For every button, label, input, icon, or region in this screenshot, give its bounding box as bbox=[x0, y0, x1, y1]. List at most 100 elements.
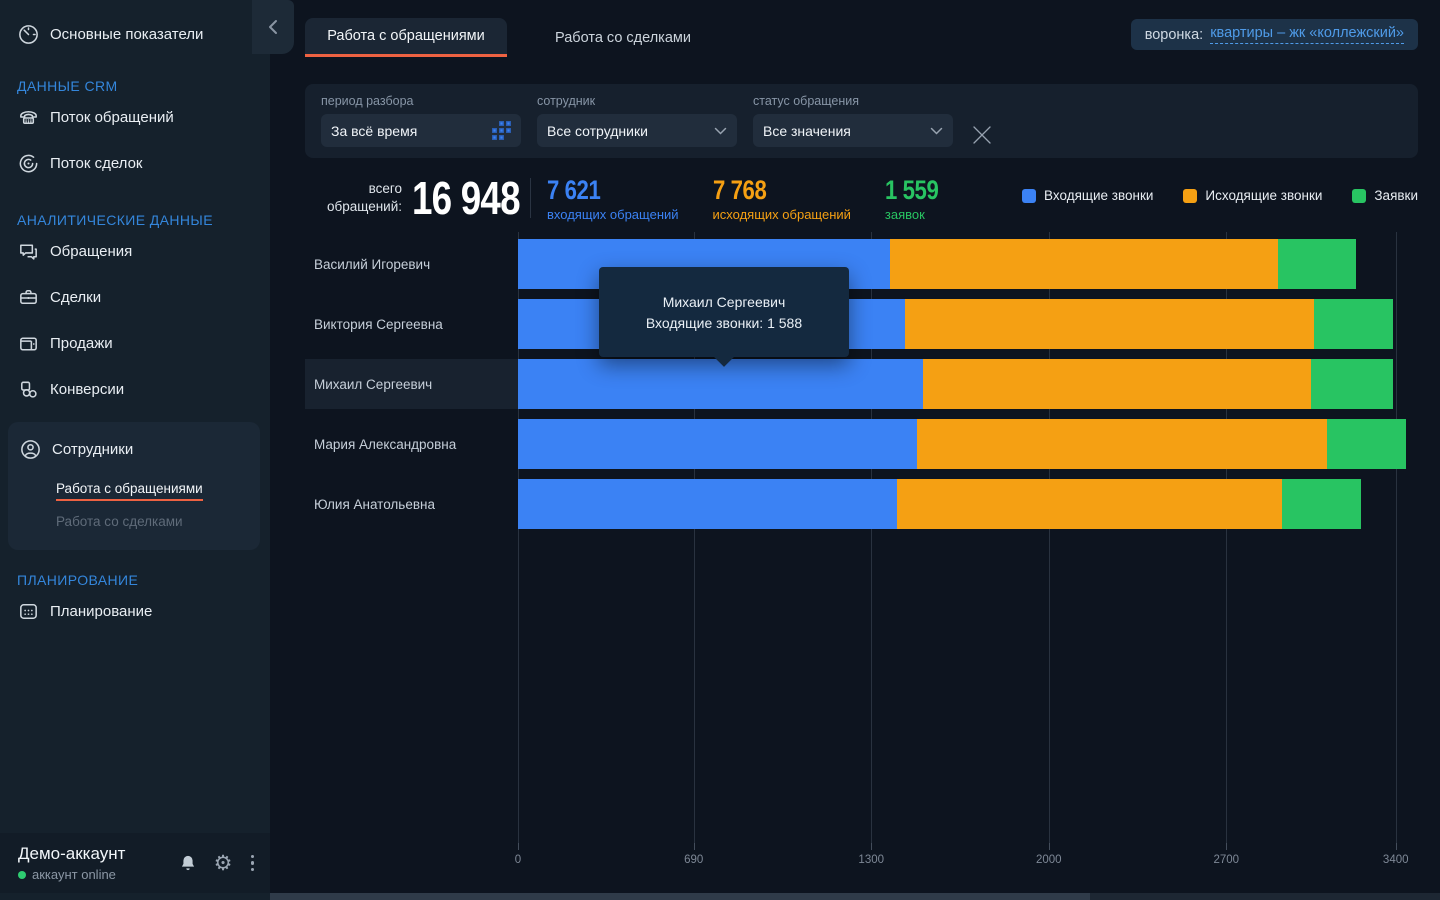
axis-tick-label: 3400 bbox=[1382, 854, 1409, 866]
target-icon bbox=[16, 151, 40, 175]
main-content: Работа с обращениями Работа со сделками … bbox=[252, 0, 1440, 900]
status-filter-select[interactable]: Все значения bbox=[753, 114, 953, 147]
bar-segment[interactable] bbox=[1311, 359, 1393, 409]
stat-outbound-value: 7 768 bbox=[712, 174, 767, 205]
scrollbar-thumb[interactable] bbox=[270, 893, 1090, 900]
clear-filters-icon[interactable] bbox=[969, 122, 995, 148]
sidebar-item-employees[interactable]: Сотрудники bbox=[8, 426, 260, 472]
sidebar-item-deals[interactable]: Сделки bbox=[0, 274, 270, 320]
bar-segment[interactable] bbox=[1277, 239, 1357, 289]
calendar-icon bbox=[16, 599, 40, 623]
stat-requests-label: заявок bbox=[884, 206, 925, 222]
sidebar-item-label: Поток обращений bbox=[50, 108, 174, 126]
stat-requests-value: 1 559 bbox=[884, 174, 939, 205]
legend-swatch-outbound bbox=[1183, 188, 1198, 203]
stat-inbound: 7 621 входящих обращений bbox=[547, 175, 679, 222]
bar-segment[interactable] bbox=[922, 359, 1312, 409]
sidebar-item-label: Сделки bbox=[50, 288, 102, 306]
kebab-menu-icon[interactable] bbox=[249, 853, 257, 874]
bar-segment[interactable] bbox=[897, 479, 1282, 529]
legend-item-outbound: Исходящие звонки bbox=[1183, 188, 1322, 203]
chart-row-label: Виктория Сергеевна bbox=[314, 316, 443, 332]
sidebar-item-label: Планирование bbox=[50, 602, 153, 620]
chart-row: Василий Игоревич bbox=[305, 234, 1410, 294]
chevron-down-icon bbox=[714, 127, 727, 135]
axis-tick bbox=[1048, 843, 1050, 850]
chart-row: Мария Александровна bbox=[305, 414, 1410, 474]
bar-segment[interactable] bbox=[1281, 479, 1362, 529]
funnel-label: воронка: bbox=[1144, 26, 1204, 43]
axis-tick bbox=[518, 843, 519, 850]
gear-icon[interactable]: ⚙ bbox=[213, 851, 233, 875]
account-name: Демо-аккаунт bbox=[18, 844, 126, 863]
period-filter-input[interactable]: За всё время bbox=[321, 114, 521, 147]
gridline bbox=[1395, 232, 1397, 850]
sidebar-item-requests[interactable]: Обращения bbox=[0, 228, 270, 274]
bar-segment[interactable] bbox=[890, 239, 1278, 289]
axis-tick-label: 0 bbox=[514, 854, 522, 866]
bar-segment[interactable] bbox=[518, 479, 898, 529]
sidebar-section-header-crm: ДАННЫЕ CRM bbox=[17, 78, 118, 94]
chart-row: Виктория Сергеевна bbox=[305, 294, 1410, 354]
stat-requests: 1 559 заявок bbox=[885, 175, 950, 222]
chart-row-track bbox=[518, 239, 1410, 289]
total-requests-label: всего обращений: bbox=[326, 180, 402, 214]
gridline bbox=[518, 232, 519, 850]
chart-rows: Василий Игоревич Виктория Сергеевна Михаил… bbox=[305, 234, 1410, 534]
sidebar-collapse-button[interactable] bbox=[252, 0, 294, 54]
bell-icon[interactable] bbox=[178, 853, 198, 873]
funnel-selector[interactable]: воронка: квартиры – жк «коллежский» bbox=[1130, 19, 1418, 50]
bar-segment[interactable] bbox=[916, 419, 1328, 469]
sidebar-item-label: Конверсии bbox=[50, 380, 125, 398]
total-requests-value: 16 948 bbox=[412, 172, 521, 224]
chevron-down-icon bbox=[930, 127, 943, 135]
bar-segment[interactable] bbox=[905, 299, 1315, 349]
sidebar-group-employees: Сотрудники Работа с обращениями Работа с… bbox=[8, 422, 260, 550]
sidebar-item-conversions[interactable]: Конверсии bbox=[0, 366, 270, 412]
legend-item-requests: Заявки bbox=[1352, 188, 1418, 203]
chart-row-label: Михаил Сергеевич bbox=[305, 359, 518, 409]
sidebar-subitem-work-with-requests[interactable]: Работа с обращениями bbox=[8, 472, 260, 505]
sidebar-item-request-flow[interactable]: Поток обращений bbox=[0, 94, 270, 140]
legend-swatch-requests bbox=[1352, 188, 1367, 203]
sidebar-item-label: Продажи bbox=[50, 334, 113, 352]
horizontal-scrollbar[interactable] bbox=[270, 893, 1440, 900]
chart-row: Михаил Сергеевич bbox=[305, 354, 1410, 414]
bar-segment[interactable] bbox=[1314, 299, 1394, 349]
bar-segment[interactable] bbox=[518, 359, 923, 409]
gauge-icon bbox=[16, 22, 40, 46]
gridline bbox=[693, 232, 695, 850]
chart-row-track bbox=[518, 479, 1410, 529]
sidebar-item-deal-flow[interactable]: Поток сделок bbox=[0, 140, 270, 186]
funnel-value-link[interactable]: квартиры – жк «коллежский» bbox=[1210, 25, 1404, 44]
chat-icon bbox=[16, 239, 40, 263]
tab-work-with-requests[interactable]: Работа с обращениями bbox=[305, 18, 507, 57]
phone-icon bbox=[16, 105, 40, 129]
filter-panel: период разбора За всё время сотрудник Вс… bbox=[305, 84, 1418, 158]
tab-work-with-deals[interactable]: Работа со сделками bbox=[555, 29, 691, 46]
sidebar-item-main-metrics[interactable]: Основные показатели bbox=[0, 0, 270, 52]
employees-bar-chart: 0 690 1300 2000 2700 3400 Василий Игоревич Вик… bbox=[305, 232, 1410, 877]
chart-row: Юлия Анатольевна bbox=[305, 474, 1410, 534]
axis-tick bbox=[871, 843, 873, 850]
sidebar: Основные показатели ДАННЫЕ CRM Поток обр… bbox=[0, 0, 270, 900]
bar-segment[interactable] bbox=[518, 419, 917, 469]
axis-tick-label: 2000 bbox=[1035, 854, 1062, 866]
sidebar-item-sales[interactable]: Продажи bbox=[0, 320, 270, 366]
employee-filter-select[interactable]: Все сотрудники bbox=[537, 114, 737, 147]
legend-item-inbound: Входящие звонки bbox=[1022, 188, 1153, 203]
sidebar-item-planning[interactable]: Планирование bbox=[0, 588, 270, 634]
stats-divider bbox=[530, 178, 531, 218]
chart-row-label: Василий Игоревич bbox=[314, 256, 431, 272]
axis-tick bbox=[1226, 843, 1228, 850]
axis-tick bbox=[693, 843, 695, 850]
chart-row-label: Мария Александровна bbox=[314, 436, 457, 452]
status-filter-label: статус обращения bbox=[753, 94, 859, 108]
chart-tooltip: Михаил Сергеевич Входящие звонки: 1 588 bbox=[599, 267, 849, 357]
axis-tick bbox=[1395, 843, 1397, 850]
stat-outbound: 7 768 исходящих обращений bbox=[713, 175, 851, 222]
sidebar-subitem-work-with-deals[interactable]: Работа со сделками bbox=[56, 514, 183, 529]
stat-inbound-label: входящих обращений bbox=[547, 206, 679, 222]
tooltip-value: Входящие звонки: 1 588 bbox=[645, 314, 803, 331]
bar-segment[interactable] bbox=[1327, 419, 1407, 469]
